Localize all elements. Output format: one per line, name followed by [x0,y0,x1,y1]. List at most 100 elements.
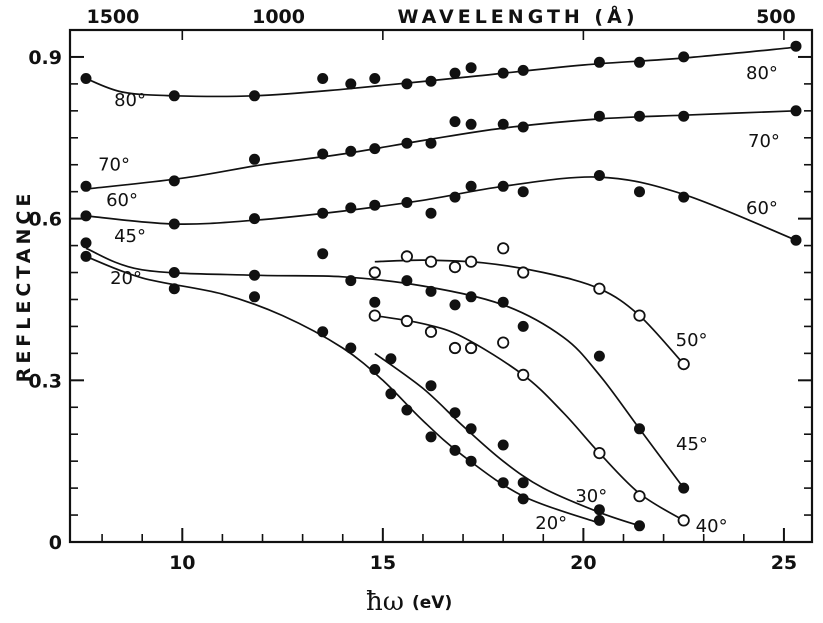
y-tick-label: 0.6 [28,209,62,231]
filled-point-45deg [345,275,357,287]
filled-point-80deg [593,56,605,68]
filled-point-60deg [790,234,802,246]
y-axis-title: REFLECTANCE [13,190,35,383]
filled-point-60deg [465,180,477,192]
open-point-40deg [448,341,462,355]
open-point-40deg [464,341,478,355]
open-point-50deg [633,309,646,322]
curve-label-45deg: 45° [114,226,146,247]
open-point-50deg [424,255,438,268]
filled-point-30deg [517,477,529,489]
filled-point-45deg [425,285,437,297]
open-point-50deg [677,357,690,371]
filled-point-20deg [369,364,381,375]
filled-point-80deg [449,67,461,79]
open-point-40deg [497,336,510,349]
top-tick-label: 500 [756,6,796,28]
x-tick-label: 15 [370,552,396,574]
filled-point-45deg [678,482,690,494]
filled-point-70deg [497,118,509,130]
filled-point-60deg [593,170,605,181]
filled-point-30deg [634,520,645,532]
filled-point-70deg [425,137,437,149]
filled-point-60deg [634,186,645,198]
filled-point-45deg [449,299,461,311]
filled-point-20deg [449,444,461,456]
filled-point-80deg [80,73,92,84]
filled-point-20deg [425,431,437,443]
filled-point-60deg [168,218,180,230]
filled-point-80deg [168,90,180,102]
x-tick-label: 10 [169,552,195,574]
filled-point-70deg [401,137,413,149]
open-point-50deg [464,255,478,268]
open-point-50deg [497,242,510,255]
filled-point-70deg [449,116,461,128]
curve-label-70deg: 70° [98,155,130,176]
x-tick-label: 25 [771,552,797,574]
filled-point-20deg [517,493,529,505]
filled-point-30deg [369,296,381,308]
filled-point-30deg [425,380,437,392]
curve-label-secondary-20deg: 20° [535,513,567,534]
top-tick-label: 1000 [252,6,305,28]
filled-point-20deg [465,455,477,467]
curve-70deg [85,109,797,190]
curve-label-20deg: 20° [110,268,142,289]
filled-point-30deg [497,439,509,451]
filled-point-70deg [249,153,260,165]
filled-point-70deg [317,148,329,160]
curve-label-50deg: 50° [676,330,708,351]
filled-point-30deg [449,407,461,419]
filled-point-30deg [465,423,477,435]
filled-point-45deg [249,269,260,281]
filled-point-45deg [517,320,529,332]
filled-point-20deg [317,326,329,338]
open-point-50deg [593,282,606,295]
x-tick-label: 20 [570,552,596,574]
filled-point-60deg [517,186,529,198]
filled-point-70deg [593,110,605,122]
filled-point-80deg [401,78,413,90]
curve-label-right-70deg: 70° [748,131,780,152]
curve-label-right-60deg: 60° [746,198,778,219]
curve-label-40deg: 40° [696,516,728,537]
filled-point-80deg [790,40,802,52]
filled-point-20deg [385,388,397,400]
filled-point-20deg [80,250,92,262]
curve-40deg [374,314,685,522]
open-point-40deg [368,309,381,322]
filled-point-45deg [80,237,92,249]
filled-point-20deg [345,342,357,354]
curve-45deg [85,247,685,489]
filled-point-80deg [425,75,437,87]
open-point-40deg [424,325,438,338]
filled-point-80deg [369,73,381,84]
top-tick-label: 1500 [86,6,139,28]
filled-point-45deg [465,291,477,303]
filled-point-70deg [517,121,529,133]
filled-point-45deg [401,275,413,287]
filled-point-60deg [401,197,413,208]
filled-point-70deg [790,105,802,117]
top-axis-title: WAVELENGTH (Å) [398,4,639,28]
open-point-50deg [517,266,530,279]
filled-point-20deg [593,514,605,526]
curve-60deg [85,176,797,241]
filled-point-20deg [497,477,509,489]
open-point-50deg [400,250,413,263]
filled-point-30deg [593,504,605,516]
filled-point-70deg [345,145,357,157]
filled-point-80deg [345,78,357,90]
x-axis-title-symbol: ħω [366,587,404,617]
filled-point-60deg [345,202,357,214]
filled-point-20deg [401,404,413,416]
curve-80deg [85,46,797,98]
filled-point-45deg [593,350,605,362]
filled-point-45deg [168,267,180,278]
filled-point-70deg [465,118,477,130]
curve-label-30deg: 30° [575,486,607,507]
filled-point-80deg [465,62,477,74]
open-point-50deg [368,266,381,279]
tick-marks [70,30,812,543]
